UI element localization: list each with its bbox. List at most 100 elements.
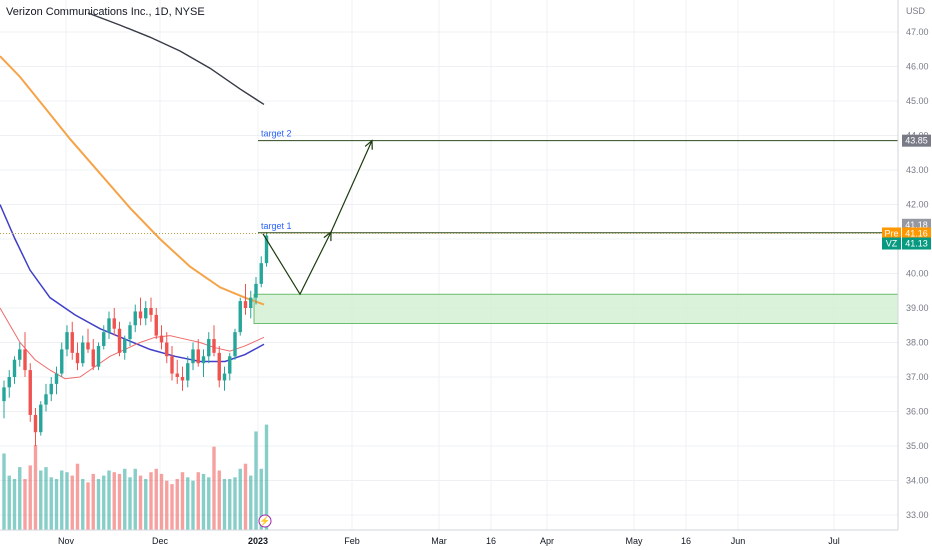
candle-body (12, 359, 17, 377)
volume-bar (196, 472, 200, 530)
volume-bar (144, 479, 148, 530)
volume-bar (65, 472, 69, 530)
volume-bar (2, 453, 6, 530)
volume-bar (212, 446, 216, 530)
chart-title: Verizon Communications Inc., 1D, NYSE (6, 6, 205, 18)
price-label-bg (902, 237, 931, 250)
volume-bar (264, 424, 269, 530)
x-tick-label: Mar (431, 536, 447, 546)
price-tag: Pre (884, 228, 898, 238)
volume-bar (222, 479, 227, 530)
candle-body (159, 335, 164, 343)
event-icon-glyph: ⚡ (259, 515, 270, 527)
volume-bar (96, 479, 101, 530)
ma-200-line (87, 12, 265, 106)
price-label: 41.18 (905, 220, 928, 230)
candle-body (144, 308, 148, 319)
volume-bar (238, 468, 242, 530)
candle-body (60, 349, 64, 374)
volume-bar (81, 479, 85, 530)
y-tick-label: 40.00 (906, 269, 929, 279)
candle-body (128, 325, 132, 340)
volume-bar (165, 480, 169, 530)
ma-100-line (0, 55, 265, 306)
x-tick-label: 2023 (248, 536, 268, 546)
volume-bar (228, 479, 232, 530)
volume-bar (249, 475, 253, 530)
volume-bar (154, 468, 158, 530)
volume-bar (28, 465, 32, 530)
volume-bar (243, 463, 248, 530)
candle-body (201, 356, 206, 364)
price-label: 43.85 (905, 136, 928, 146)
volume-bar (12, 479, 17, 530)
candle-body (70, 332, 74, 353)
candle-body (243, 301, 248, 308)
y-tick-label: 46.00 (906, 62, 929, 72)
candle-body (86, 342, 90, 350)
y-tick-label: 43.00 (906, 165, 929, 175)
y-tick-label: 33.00 (906, 510, 929, 520)
volume-bar (149, 472, 153, 530)
x-tick-label: Jul (828, 536, 840, 546)
volume-bar (107, 470, 111, 530)
volume-bar (91, 473, 95, 530)
volume-bar (18, 467, 22, 530)
candle-body (33, 414, 38, 433)
volume-bar (44, 467, 48, 530)
price-tag: VZ (886, 239, 898, 249)
candle-body (170, 356, 174, 374)
candle-body (65, 332, 69, 350)
volume-bar (259, 468, 263, 530)
target-label: target 1 (261, 221, 292, 231)
candle-body (254, 283, 258, 298)
volume-bar (123, 468, 127, 530)
x-tick-label: Apr (540, 536, 554, 546)
y-tick-label: 37.00 (906, 372, 929, 382)
volume-bar (75, 463, 80, 530)
x-tick-label: 16 (486, 536, 496, 546)
candle-body (112, 318, 116, 329)
candle-body (191, 349, 195, 364)
candle-body (23, 349, 27, 371)
volume-bar (112, 472, 116, 530)
volume-bar (33, 445, 38, 530)
projection-arrow (262, 140, 373, 296)
volume-bar (254, 431, 258, 530)
volume-bar (180, 472, 185, 530)
ma-50-line (0, 204, 265, 363)
arrowhead-1 (323, 230, 332, 242)
volume-bar (117, 473, 122, 530)
candle-body (249, 297, 253, 308)
y-tick-label: 45.00 (906, 96, 929, 106)
event-icon (258, 514, 272, 528)
candle-body (96, 345, 101, 367)
candle-body (133, 311, 137, 326)
arrowhead-2 (364, 139, 373, 150)
candle-body (123, 339, 127, 353)
candle-body (238, 301, 242, 333)
y-tick-label: 38.00 (906, 338, 929, 348)
volume-bar (175, 479, 179, 530)
volume-bar (159, 473, 164, 530)
candle-body (2, 387, 6, 402)
target-label: target 2 (261, 129, 292, 139)
candle-body (222, 373, 227, 381)
candle-body (107, 318, 111, 333)
candle-body (175, 373, 179, 377)
volume-bar (70, 475, 74, 530)
volume-bar (201, 473, 206, 530)
candle-body (233, 332, 237, 357)
candle-body (91, 349, 95, 367)
candle-body (28, 370, 32, 415)
candle-body (138, 311, 143, 319)
candle-body (75, 352, 80, 364)
price-label: 41.16 (905, 228, 928, 238)
candle-body (117, 328, 122, 353)
volume-bar (133, 468, 137, 530)
volume-bar (186, 477, 190, 530)
y-tick-label: 47.00 (906, 27, 929, 37)
demand-zone (253, 293, 899, 324)
volume-bar (191, 480, 195, 530)
